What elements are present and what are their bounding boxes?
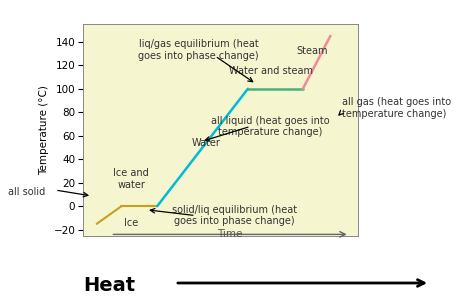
Y-axis label: Temperature (°C): Temperature (°C): [39, 85, 49, 175]
Text: Steam: Steam: [297, 46, 328, 56]
Text: Time: Time: [218, 230, 243, 239]
Text: solid/liq equilibrium (heat
goes into phase change): solid/liq equilibrium (heat goes into ph…: [172, 205, 297, 226]
Text: Heat: Heat: [83, 276, 135, 295]
Text: all liquid (heat goes into
temperature change): all liquid (heat goes into temperature c…: [210, 116, 329, 137]
Text: all gas (heat goes into
temperature change): all gas (heat goes into temperature chan…: [342, 97, 451, 119]
Text: Ice and
water: Ice and water: [113, 169, 149, 190]
Text: Water: Water: [191, 138, 220, 148]
Text: Ice: Ice: [124, 218, 138, 228]
Text: all solid: all solid: [8, 187, 45, 197]
Text: liq/gas equilibrium (heat
goes into phase change): liq/gas equilibrium (heat goes into phas…: [138, 39, 259, 61]
Text: Water and steam: Water and steam: [229, 66, 313, 76]
